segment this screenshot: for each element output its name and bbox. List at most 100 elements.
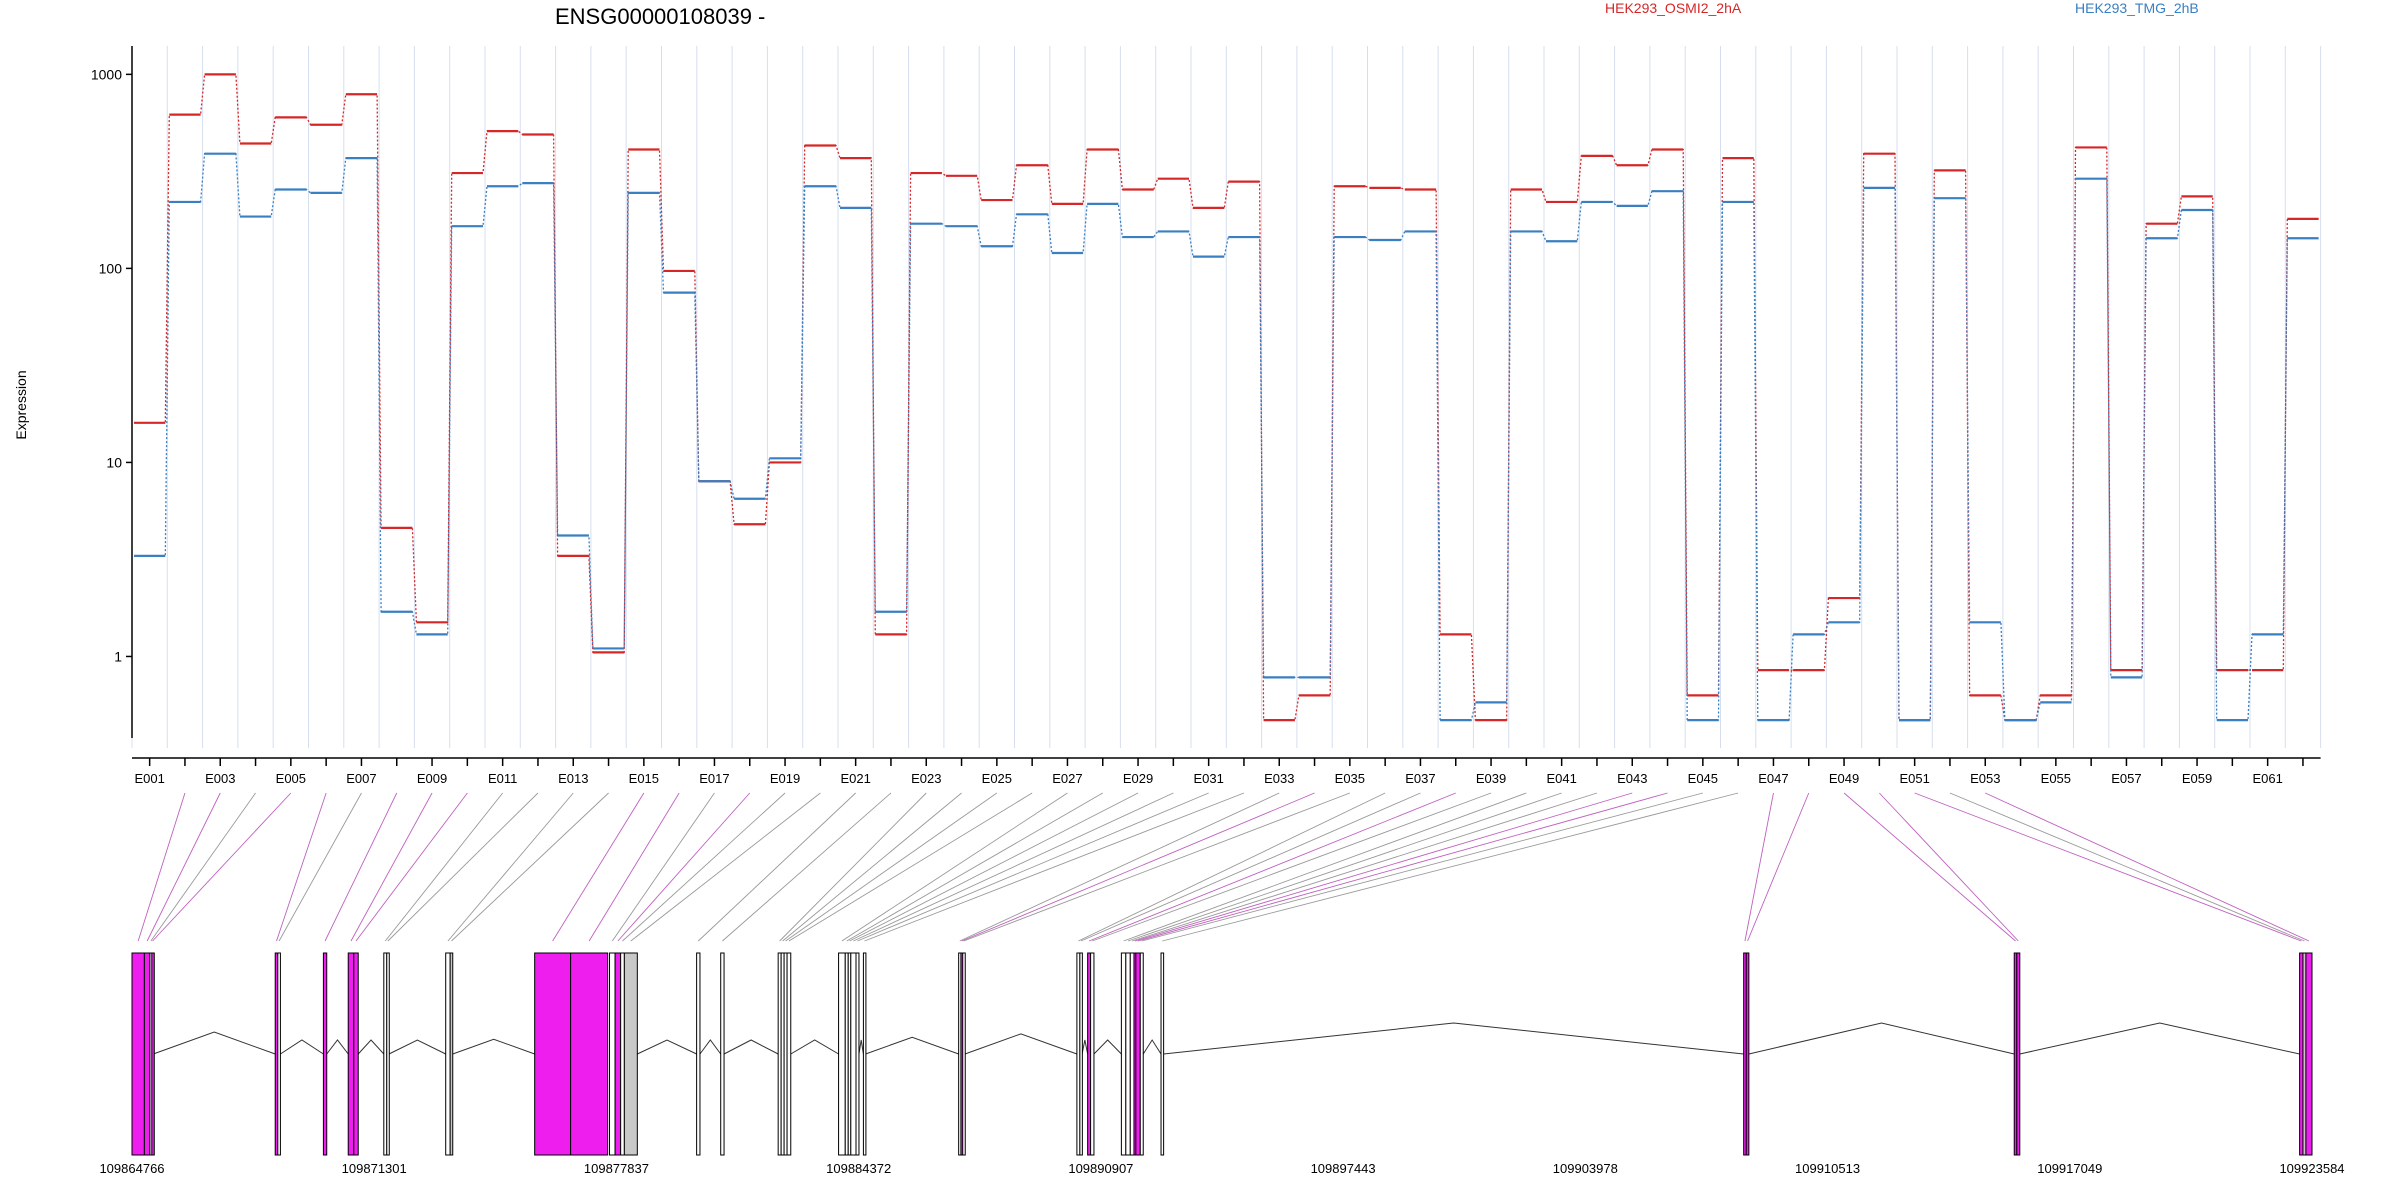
exon-box: [449, 952, 454, 1156]
x-tick-label: E005: [276, 771, 306, 786]
intron-line: [865, 1036, 959, 1055]
exon-box: [131, 952, 145, 1156]
exon-box: [620, 952, 625, 1156]
exon-connector: [1092, 792, 1492, 942]
x-tick-label: E041: [1546, 771, 1576, 786]
exon-box: [1129, 952, 1135, 1156]
x-tick-label: E023: [911, 771, 941, 786]
exon-box: [570, 952, 609, 1156]
exon-box: [614, 952, 622, 1156]
exon-connector: [1078, 792, 1386, 942]
exon-box: [786, 952, 792, 1156]
x-tick-label: E053: [1970, 771, 2000, 786]
exon-box: [838, 952, 846, 1156]
exon-box: [720, 952, 725, 1156]
exon-connector: [276, 792, 327, 942]
x-tick-label: E049: [1829, 771, 1859, 786]
x-tick-label: E021: [840, 771, 870, 786]
exon-connector: [1914, 792, 2302, 942]
exon-connector: [785, 792, 998, 942]
y-tick-label: 10: [106, 454, 122, 470]
exon-connector: [1949, 792, 2305, 942]
exon-connector: [963, 792, 1351, 942]
exon-connector: [1879, 792, 2019, 942]
exon-box: [322, 952, 328, 1156]
intron-line: [280, 1039, 324, 1055]
exon-box: [277, 952, 281, 1156]
exon-box: [445, 952, 451, 1156]
exon-connector: [1088, 792, 1456, 942]
exon-connector: [857, 792, 1209, 942]
genomic-tick-label: 109923584: [2279, 1161, 2344, 1176]
exon-connector: [324, 792, 398, 942]
intron-line: [723, 1039, 779, 1055]
x-tick-label: E015: [629, 771, 659, 786]
exon-box: [143, 952, 151, 1156]
genomic-tick-label: 109871301: [342, 1161, 407, 1176]
y-axis-label: Expression: [13, 370, 29, 439]
intron-line: [326, 1039, 349, 1055]
exon-connector: [1744, 792, 1774, 942]
x-tick-label: E061: [2252, 771, 2282, 786]
intron-line: [1163, 1022, 1744, 1055]
x-tick-label: E017: [699, 771, 729, 786]
x-tick-label: E037: [1405, 771, 1435, 786]
genomic-tick-label: 109910513: [1795, 1161, 1860, 1176]
exon-box: [347, 952, 355, 1156]
exon-connector: [1162, 792, 1739, 942]
intron-line: [388, 1039, 446, 1055]
genomic-tick-label: 109890907: [1068, 1161, 1133, 1176]
legend-series-1: HEK293_OSMI2_2hA: [1605, 0, 1742, 16]
intron-line: [699, 1039, 722, 1055]
x-tick-label: E059: [2182, 771, 2212, 786]
x-tick-label: E007: [346, 771, 376, 786]
exon-box: [609, 952, 616, 1156]
x-tick-label: E035: [1335, 771, 1365, 786]
exon-connector: [1123, 792, 1527, 942]
x-tick-label: E011: [488, 771, 517, 786]
exon-connector: [355, 792, 468, 942]
exon-connector: [779, 792, 927, 942]
exon-connector: [1134, 792, 1633, 942]
plot-area: 1 10 100 1000 E001 E003 E005 E007 E009 E011 E013 E0…: [91, 46, 2345, 1176]
genomic-tick-label: 109884372: [826, 1161, 891, 1176]
intron-line: [790, 1039, 839, 1055]
genomic-tick-label: 109864766: [99, 1161, 164, 1176]
exon-connector: [617, 792, 751, 942]
exon-connector: [588, 792, 680, 942]
exon-box: [534, 952, 572, 1156]
x-tick-label: E033: [1264, 771, 1294, 786]
exon-connector: [1131, 792, 1598, 942]
x-tick-label: E029: [1123, 771, 1153, 786]
exon-connector: [1747, 792, 1810, 942]
intron-line: [1748, 1022, 2015, 1055]
genomic-tick-label: 109903978: [1553, 1161, 1618, 1176]
exon-box: [696, 952, 701, 1156]
exon-connector: [841, 792, 1068, 942]
exon-connector: [959, 792, 1280, 942]
exon-connector: [1141, 792, 1703, 942]
exon-connector: [152, 792, 292, 942]
chart-title: ENSG00000108039 -: [555, 4, 765, 29]
exon-connector: [697, 792, 856, 942]
genomic-tick-label: 109877837: [584, 1161, 649, 1176]
x-tick-label: E057: [2111, 771, 2141, 786]
exon-box: [2305, 952, 2313, 1156]
intron-line: [964, 1033, 1078, 1055]
exon-box: [623, 952, 638, 1156]
x-tick-label: E039: [1476, 771, 1506, 786]
x-tick-label: E019: [770, 771, 800, 786]
y-tick-label: 100: [99, 260, 123, 276]
exon-box: [962, 952, 966, 1156]
x-tick-label: E027: [1052, 771, 1082, 786]
exon-connector: [384, 792, 504, 942]
exon-connector: [1080, 792, 1421, 942]
exon-connector: [611, 792, 715, 942]
exon-connector: [722, 792, 892, 942]
x-tick-label: E051: [1899, 771, 1929, 786]
exon-box: [151, 952, 155, 1156]
y-tick-label: 1: [114, 648, 122, 664]
x-tick-label: E025: [982, 771, 1012, 786]
x-tick-label: E003: [205, 771, 235, 786]
